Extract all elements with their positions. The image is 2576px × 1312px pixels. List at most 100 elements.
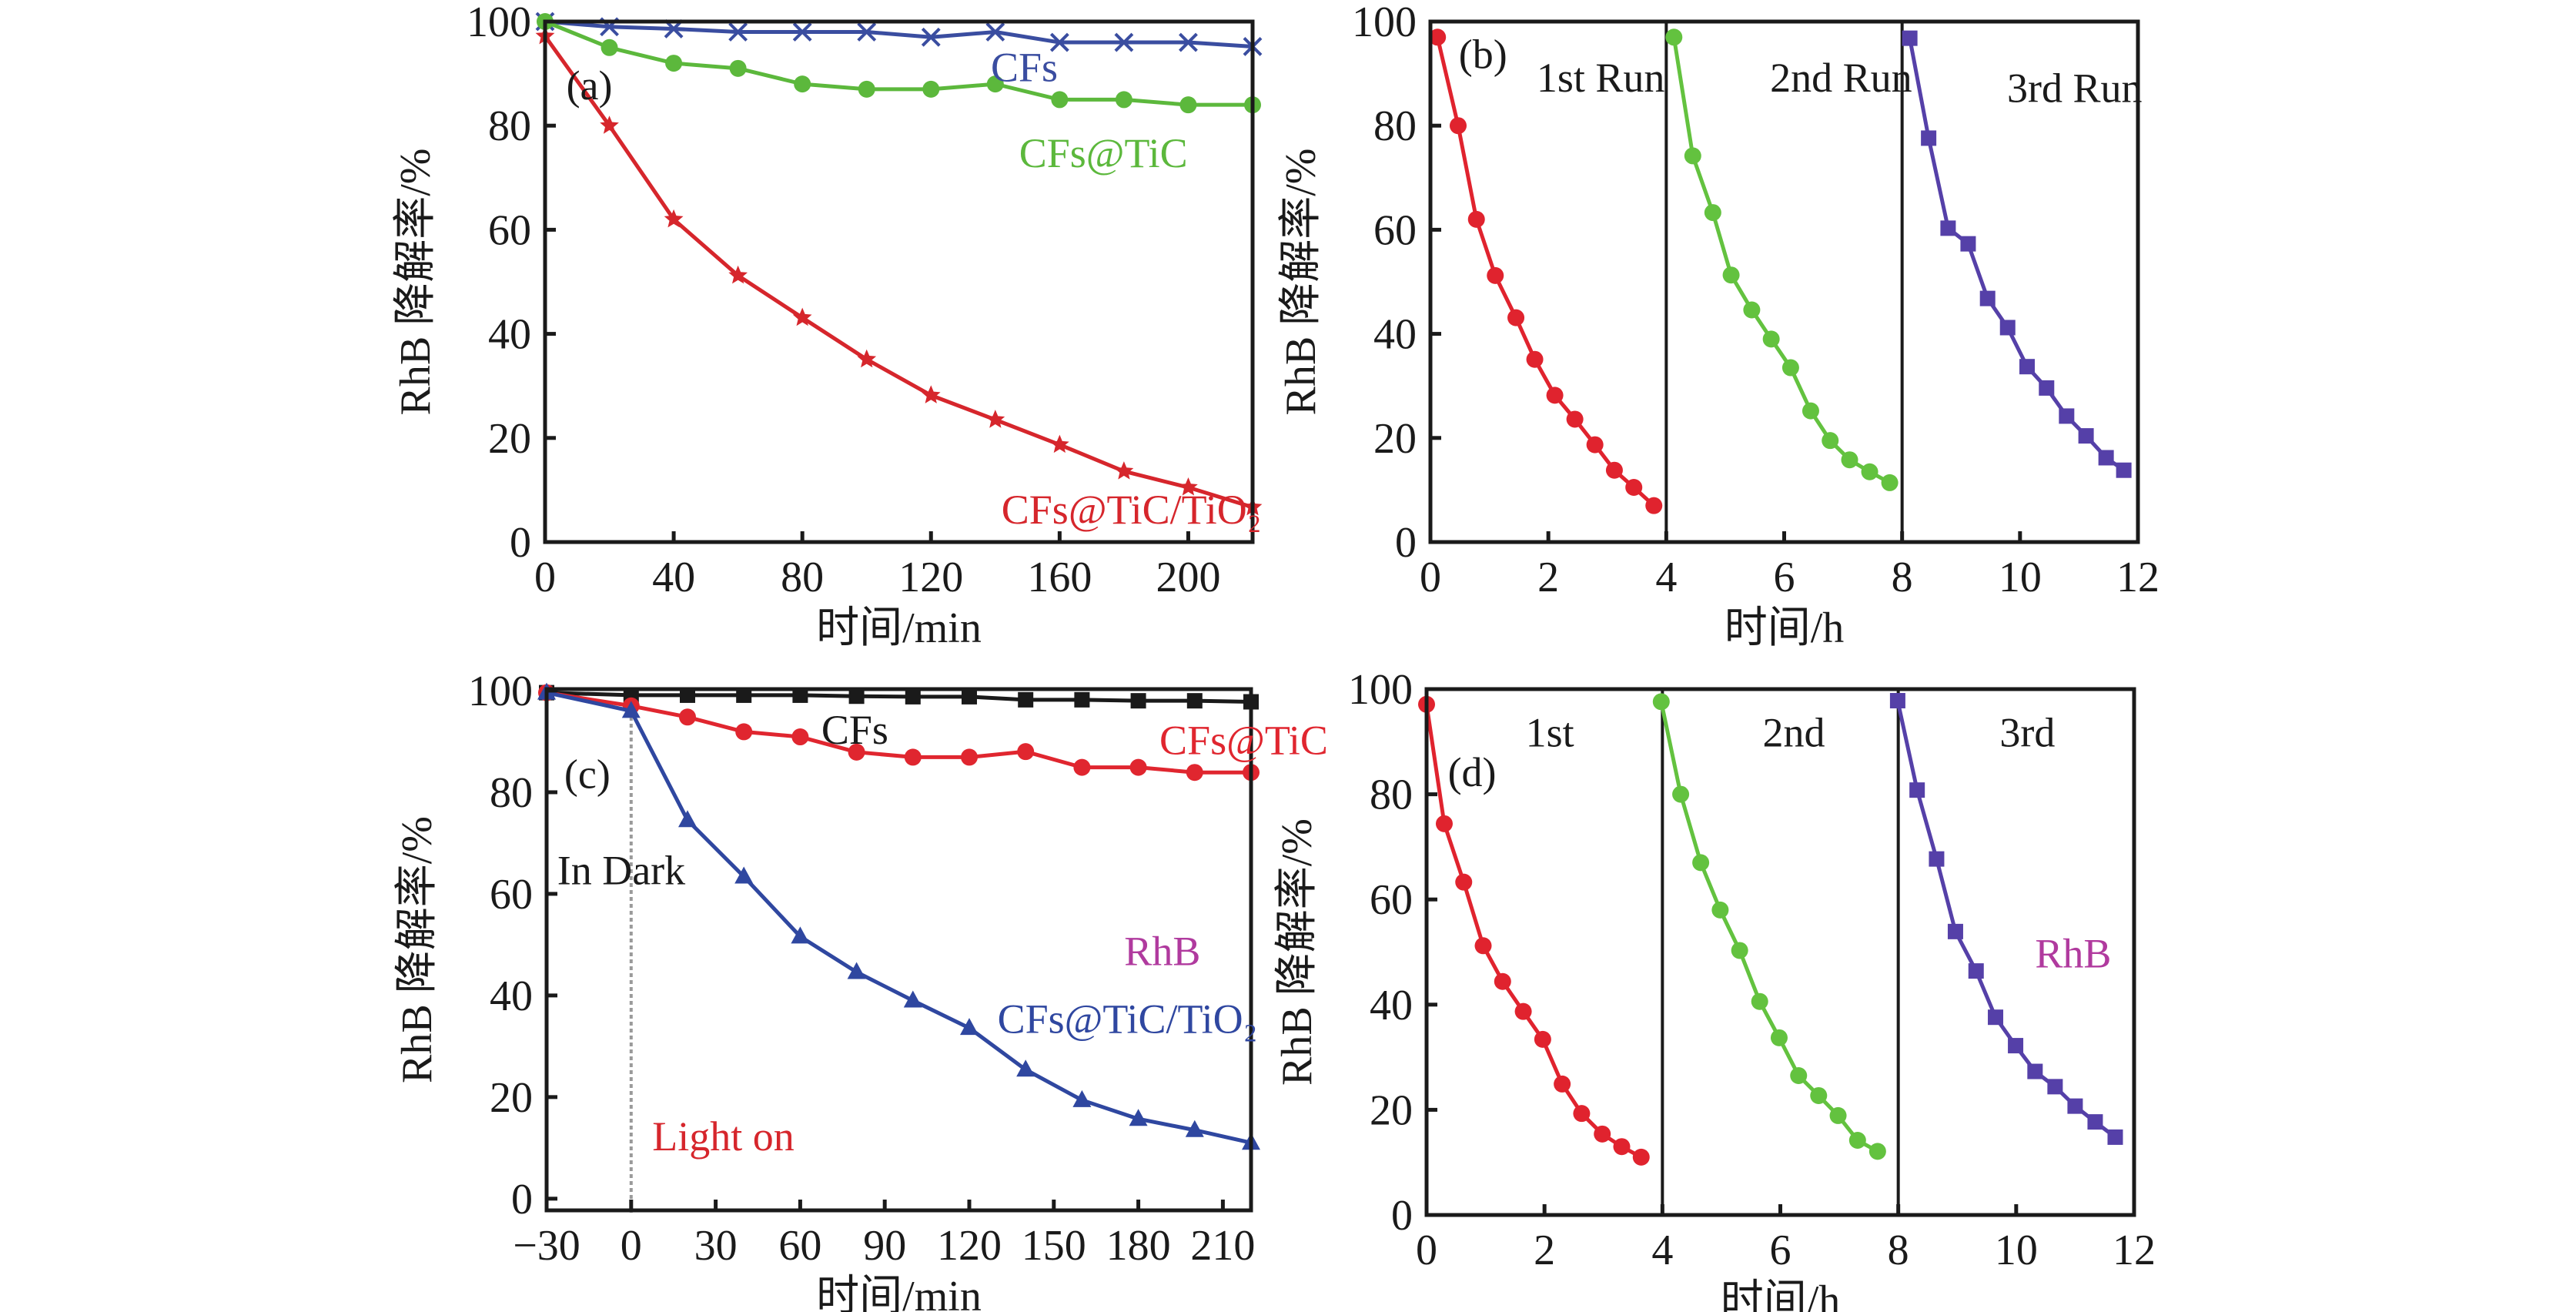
series-cfs-tic bbox=[537, 13, 1261, 114]
x-tick-label: 4 bbox=[1655, 554, 1677, 601]
data-point-marker bbox=[2067, 1098, 2083, 1114]
series-line bbox=[544, 19, 1253, 49]
data-point-marker bbox=[857, 349, 877, 368]
data-point-marker bbox=[903, 990, 922, 1008]
y-tick-label: 60 bbox=[490, 871, 533, 919]
data-point-marker bbox=[921, 27, 941, 47]
panel-label: (a) bbox=[567, 62, 613, 109]
series-cfs-tic-tio- bbox=[537, 682, 1260, 1150]
data-point-marker bbox=[792, 22, 812, 42]
data-point-marker bbox=[794, 75, 811, 93]
data-point-marker bbox=[1909, 782, 1925, 798]
data-point-marker bbox=[1988, 1009, 2004, 1026]
data-point-marker bbox=[1848, 1132, 1866, 1150]
data-point-marker bbox=[1129, 758, 1147, 776]
y-tick-label: 0 bbox=[511, 1176, 533, 1223]
series-line bbox=[1659, 701, 1879, 1153]
annotation-label: 2nd Run bbox=[1770, 55, 1912, 101]
x-tick-label: 80 bbox=[781, 554, 824, 601]
data-point-marker bbox=[1514, 1002, 1532, 1020]
data-point-marker bbox=[1179, 477, 1198, 496]
data-point-marker bbox=[1594, 1125, 1611, 1143]
data-point-marker bbox=[1625, 479, 1643, 497]
data-point-marker bbox=[1455, 873, 1473, 891]
series-3rd bbox=[1889, 693, 2123, 1145]
x-tick-label: 6 bbox=[1770, 1227, 1791, 1274]
annotation-label: In Dark bbox=[557, 848, 685, 894]
data-point-marker bbox=[728, 22, 748, 42]
data-point-marker bbox=[1049, 32, 1069, 52]
y-tick-label: 20 bbox=[488, 415, 531, 463]
data-point-marker bbox=[857, 22, 877, 42]
series-cfs bbox=[535, 12, 1263, 56]
data-point-marker bbox=[1672, 785, 1690, 803]
data-point-marker bbox=[1868, 1143, 1886, 1160]
data-point-marker bbox=[1573, 1105, 1591, 1123]
y-tick-label: 80 bbox=[1373, 102, 1417, 150]
data-point-marker bbox=[680, 687, 695, 703]
annotation-label: 1st bbox=[1526, 710, 1574, 756]
series-line bbox=[1895, 700, 2117, 1139]
data-point-marker bbox=[1968, 963, 1984, 979]
x-tick-label: 0 bbox=[1416, 1227, 1437, 1274]
data-point-marker bbox=[2019, 359, 2036, 375]
data-point-marker bbox=[2098, 450, 2114, 466]
series-cfs-tic-tio- bbox=[535, 25, 1263, 516]
data-point-marker bbox=[735, 723, 753, 741]
data-point-marker bbox=[1822, 432, 1839, 450]
data-point-marker bbox=[904, 748, 922, 766]
data-point-marker bbox=[792, 307, 812, 326]
x-tick-label: 0 bbox=[1420, 554, 1441, 601]
y-tick-label: 20 bbox=[490, 1074, 533, 1122]
data-point-marker bbox=[921, 385, 941, 403]
data-point-marker bbox=[601, 38, 618, 56]
y-tick-label: 80 bbox=[488, 102, 531, 150]
x-tick-label: 120 bbox=[937, 1222, 1002, 1270]
data-point-marker bbox=[922, 80, 940, 98]
data-point-marker bbox=[1929, 851, 1945, 867]
data-point-marker bbox=[1546, 387, 1564, 404]
data-point-marker bbox=[1114, 461, 1134, 480]
y-tick-label: 60 bbox=[1373, 206, 1417, 254]
x-tick-label: 200 bbox=[1156, 554, 1220, 601]
data-point-marker bbox=[1435, 815, 1453, 832]
x-tick-label: 8 bbox=[1888, 1227, 1909, 1274]
y-axis-title: RhB 降解率/% bbox=[392, 149, 440, 416]
data-point-marker bbox=[2059, 408, 2075, 424]
data-point-marker bbox=[1074, 691, 1090, 708]
data-point-marker bbox=[1016, 1059, 1035, 1077]
annotation-label: Light on bbox=[652, 1113, 795, 1160]
y-tick-label: 40 bbox=[1373, 311, 1417, 359]
panel-a: 0 20 40 60 80 100 0 40 80 120 160 200 时间/min RhB 降解率/… bbox=[392, 0, 1263, 652]
series-line bbox=[543, 35, 1253, 510]
data-point-marker bbox=[1751, 992, 1768, 1010]
data-point-marker bbox=[1704, 204, 1721, 222]
annotation-label: CFs@TiC/TiO₂ bbox=[998, 996, 1258, 1043]
data-point-marker bbox=[1979, 290, 1996, 306]
x-tick-label: 40 bbox=[652, 554, 695, 601]
data-point-marker bbox=[1613, 1138, 1631, 1156]
x-tick-label: 210 bbox=[1190, 1222, 1255, 1270]
plot-frame bbox=[1424, 687, 2136, 1217]
series-1st-run bbox=[1429, 28, 1663, 514]
data-point-marker bbox=[1114, 32, 1134, 52]
annotation-label: 3rd bbox=[1999, 710, 2055, 756]
x-tick-label: 6 bbox=[1774, 554, 1795, 601]
data-point-marker bbox=[1566, 410, 1584, 428]
y-tick-label: 40 bbox=[1370, 982, 1413, 1029]
data-point-marker bbox=[1665, 28, 1683, 46]
data-point-marker bbox=[679, 708, 696, 726]
data-point-marker bbox=[791, 728, 809, 746]
y-tick-label: 80 bbox=[1370, 771, 1413, 819]
y-axis-title: RhB 降解率/% bbox=[1273, 818, 1321, 1086]
x-tick-label: 120 bbox=[898, 554, 963, 601]
panel-b: 0 20 40 60 80 100 0 2 4 6 8 10 12 时间/h RhB 降解率/% (b) 1st… bbox=[1277, 0, 2159, 652]
data-point-marker bbox=[1632, 1148, 1650, 1166]
panel-label: (b) bbox=[1459, 32, 1507, 78]
y-tick-label: 60 bbox=[1370, 876, 1413, 924]
data-point-marker bbox=[1802, 402, 1819, 420]
data-point-marker bbox=[792, 687, 808, 703]
data-point-marker bbox=[1130, 693, 1146, 709]
annotation-label: 2nd bbox=[1763, 710, 1825, 756]
